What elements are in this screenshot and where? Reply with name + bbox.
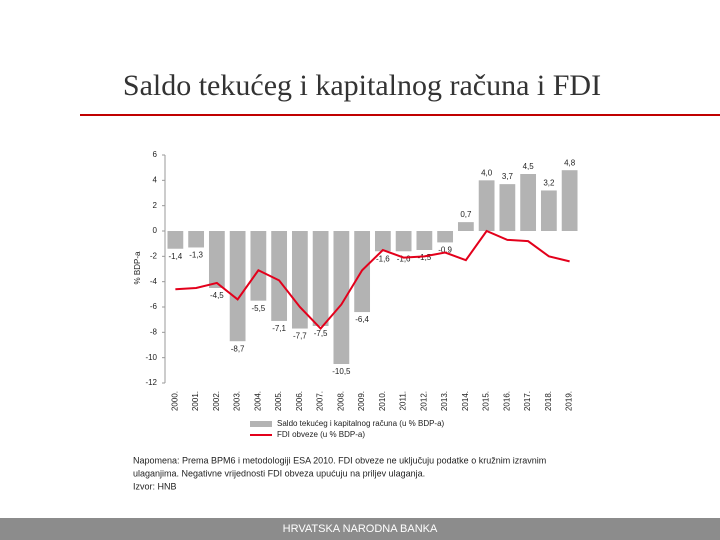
x-tick-label: 2012.	[419, 391, 428, 411]
bar	[561, 170, 578, 231]
legend-label: FDI obveze (u % BDP-a)	[277, 430, 365, 439]
bar	[271, 231, 288, 321]
value-label: -1,4	[168, 252, 182, 261]
x-tick-label: 2016.	[502, 391, 511, 411]
value-label: 3,2	[543, 179, 555, 188]
x-tick-label: 2002.	[212, 391, 221, 411]
x-tick-label: 2007.	[316, 391, 325, 411]
bar	[416, 231, 433, 250]
slide-title: Saldo tekućeg i kapitalnog računa i FDI	[123, 69, 601, 102]
value-label: 3,7	[502, 172, 514, 181]
x-tick-label: 2014.	[461, 391, 470, 411]
x-tick-label: 2010.	[378, 391, 387, 411]
legend-swatch	[250, 421, 272, 427]
x-tick-label: 2018.	[544, 391, 553, 411]
x-tick-label: 2003.	[233, 391, 242, 411]
bar	[188, 231, 205, 248]
y-tick-label: -10	[145, 353, 157, 362]
value-label: -5,5	[251, 304, 265, 313]
bar	[499, 184, 516, 231]
y-axis-label: % BDP-a	[133, 251, 142, 284]
bar	[520, 174, 537, 231]
value-label: -1,6	[397, 254, 411, 263]
bar	[333, 231, 350, 364]
bar	[457, 222, 474, 231]
note-line: Napomena: Prema BPM6 i metodologiji ESA …	[133, 455, 546, 465]
y-tick-label: -2	[150, 251, 158, 260]
value-label: 4,0	[481, 168, 493, 177]
bar	[312, 231, 329, 326]
x-tick-label: 2008.	[336, 391, 345, 411]
value-label: -0,9	[438, 246, 452, 255]
x-tick-label: 2015.	[482, 391, 491, 411]
value-label: -1,6	[376, 254, 390, 263]
y-tick-label: 4	[153, 175, 158, 184]
bar	[478, 180, 495, 231]
bar	[291, 231, 308, 329]
bar	[437, 231, 454, 243]
value-label: 4,5	[523, 162, 535, 171]
y-tick-label: 2	[153, 201, 158, 210]
x-tick-label: 2011.	[399, 391, 408, 410]
x-tick-label: 2019.	[565, 391, 574, 411]
y-tick-label: -12	[145, 378, 157, 387]
x-tick-label: 2013.	[440, 391, 449, 411]
value-label: -1,3	[189, 251, 203, 260]
bar	[395, 231, 412, 252]
value-label: -1,5	[417, 253, 431, 262]
y-tick-label: -8	[150, 327, 158, 336]
value-label: -10,5	[332, 367, 351, 376]
bar	[208, 231, 225, 288]
x-tick-label: 2005.	[274, 391, 283, 411]
bar	[229, 231, 246, 342]
y-tick-label: 6	[153, 150, 158, 159]
value-label: 4,8	[564, 158, 576, 167]
bar	[167, 231, 184, 249]
bar	[250, 231, 267, 301]
value-label: 0,7	[460, 210, 472, 219]
x-tick-label: 2009.	[357, 391, 366, 411]
x-tick-label: 2017.	[523, 391, 532, 411]
value-label: -7,7	[293, 332, 307, 341]
bar	[540, 190, 557, 231]
value-label: -7,1	[272, 324, 286, 333]
y-tick-label: -6	[150, 302, 158, 311]
value-label: -6,4	[355, 315, 369, 324]
x-tick-label: 2006.	[295, 391, 304, 411]
note-line: ulaganjima. Negativne vrijednosti FDI ob…	[133, 468, 425, 478]
x-tick-label: 2001.	[191, 391, 200, 411]
footer-text: HRVATSKA NARODNA BANKA	[283, 523, 438, 535]
footer-bar	[0, 518, 720, 540]
legend-label: Saldo tekućeg i kapitalnog računa (u % B…	[277, 419, 445, 428]
value-label: -7,5	[314, 329, 328, 338]
value-label: -8,7	[231, 344, 245, 353]
note-line: Izvor: HNB	[133, 481, 177, 491]
x-tick-label: 2000.	[170, 391, 179, 411]
bar	[374, 231, 391, 252]
y-tick-label: -4	[150, 277, 158, 286]
line	[175, 229, 570, 331]
value-label: -4,5	[210, 291, 224, 300]
x-tick-label: 2004.	[253, 391, 262, 411]
y-tick-label: 0	[153, 226, 158, 235]
